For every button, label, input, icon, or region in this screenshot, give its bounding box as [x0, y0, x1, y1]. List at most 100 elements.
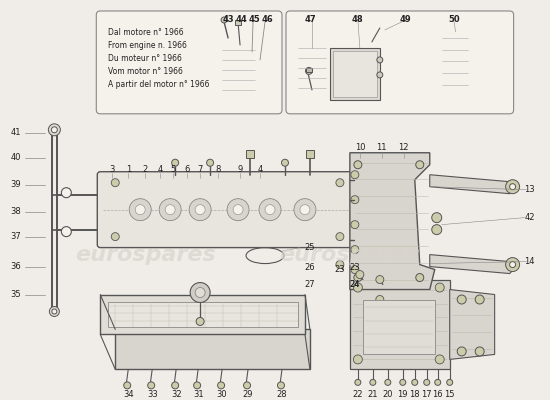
Text: 4: 4 — [157, 165, 163, 174]
Text: 14: 14 — [524, 257, 535, 266]
Circle shape — [336, 179, 344, 187]
Circle shape — [351, 171, 359, 179]
Bar — [246, 150, 254, 158]
Circle shape — [376, 276, 384, 284]
Circle shape — [505, 258, 520, 272]
Text: 33: 33 — [147, 390, 157, 399]
Circle shape — [52, 309, 57, 314]
Circle shape — [259, 199, 281, 221]
Text: 2: 2 — [142, 165, 148, 174]
Circle shape — [265, 205, 275, 215]
Circle shape — [336, 260, 344, 268]
Circle shape — [412, 379, 418, 385]
Text: 1: 1 — [125, 165, 131, 174]
Circle shape — [351, 246, 359, 254]
Text: 6: 6 — [184, 165, 190, 174]
Text: Vom motor n° 1966: Vom motor n° 1966 — [108, 67, 183, 76]
Circle shape — [370, 379, 376, 385]
Text: 27: 27 — [305, 280, 315, 289]
Text: eurospares: eurospares — [75, 244, 216, 264]
Text: Du moteur n° 1966: Du moteur n° 1966 — [108, 54, 182, 63]
Circle shape — [353, 283, 362, 292]
FancyBboxPatch shape — [97, 172, 353, 248]
Text: 30: 30 — [217, 390, 227, 399]
Circle shape — [282, 159, 289, 166]
Text: 7: 7 — [197, 165, 203, 174]
Circle shape — [148, 382, 155, 389]
Circle shape — [416, 274, 424, 282]
Text: 19: 19 — [398, 390, 408, 399]
Polygon shape — [100, 294, 305, 334]
Text: 12: 12 — [399, 143, 409, 152]
Circle shape — [172, 159, 179, 166]
Circle shape — [434, 379, 441, 385]
FancyBboxPatch shape — [286, 11, 514, 114]
Circle shape — [385, 379, 391, 385]
Circle shape — [435, 283, 444, 292]
Text: 37: 37 — [10, 232, 21, 241]
Polygon shape — [450, 290, 494, 360]
Circle shape — [356, 270, 364, 278]
Circle shape — [129, 199, 151, 221]
Bar — [306, 68, 312, 72]
Circle shape — [195, 288, 205, 298]
Text: 31: 31 — [193, 390, 204, 399]
Polygon shape — [430, 175, 515, 194]
Text: 47: 47 — [304, 16, 316, 24]
Polygon shape — [108, 302, 298, 328]
Circle shape — [62, 227, 72, 237]
Polygon shape — [440, 30, 492, 95]
Circle shape — [351, 196, 359, 204]
Text: 43: 43 — [222, 16, 234, 24]
Circle shape — [505, 180, 520, 194]
Text: 39: 39 — [10, 180, 21, 189]
Circle shape — [278, 382, 284, 389]
Text: 29: 29 — [243, 390, 254, 399]
Bar — [306, 150, 314, 158]
Text: 13: 13 — [524, 185, 535, 194]
Circle shape — [195, 205, 205, 215]
Polygon shape — [430, 254, 515, 274]
Text: 4: 4 — [257, 165, 263, 174]
Text: 46: 46 — [261, 16, 273, 24]
Circle shape — [354, 274, 362, 282]
Text: 20: 20 — [383, 390, 393, 399]
Circle shape — [447, 379, 453, 385]
Circle shape — [432, 213, 442, 223]
Text: 9: 9 — [238, 165, 243, 174]
Circle shape — [510, 184, 515, 190]
Circle shape — [424, 379, 430, 385]
Circle shape — [244, 382, 251, 389]
Text: 36: 36 — [10, 262, 21, 271]
Circle shape — [432, 225, 442, 235]
Circle shape — [416, 161, 424, 169]
Text: 26: 26 — [305, 263, 315, 272]
Circle shape — [377, 72, 383, 78]
Text: 24: 24 — [350, 280, 360, 289]
Text: 3: 3 — [109, 165, 115, 174]
Polygon shape — [296, 42, 330, 100]
FancyBboxPatch shape — [96, 11, 282, 114]
Text: 23: 23 — [350, 263, 360, 272]
Text: 8: 8 — [216, 165, 221, 174]
Circle shape — [207, 159, 213, 166]
Circle shape — [351, 221, 359, 229]
Circle shape — [227, 199, 249, 221]
Polygon shape — [350, 153, 434, 290]
Circle shape — [189, 199, 211, 221]
Text: 41: 41 — [10, 128, 21, 137]
Circle shape — [233, 205, 243, 215]
Circle shape — [111, 179, 119, 187]
Text: 22: 22 — [353, 390, 363, 399]
Circle shape — [196, 318, 204, 326]
Text: 48: 48 — [352, 16, 364, 24]
Circle shape — [475, 295, 484, 304]
Text: 45: 45 — [248, 16, 260, 24]
Bar — [330, 48, 380, 100]
Circle shape — [190, 282, 210, 302]
Text: 10: 10 — [355, 143, 365, 152]
Circle shape — [221, 17, 227, 23]
Circle shape — [300, 205, 310, 215]
Text: 38: 38 — [10, 207, 21, 216]
Text: 17: 17 — [421, 390, 432, 399]
